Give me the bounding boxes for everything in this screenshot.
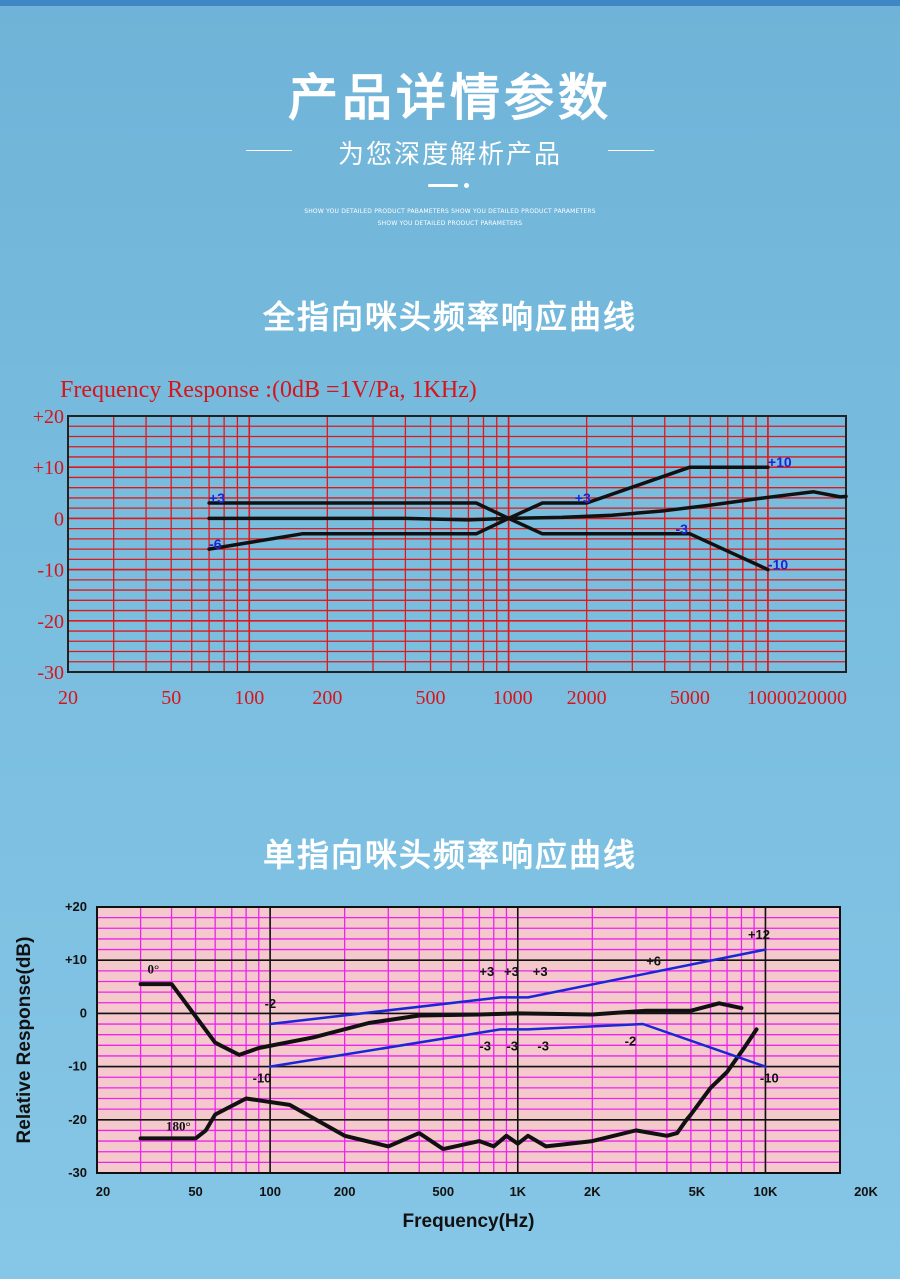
omni-x-tick-label: 500	[416, 687, 446, 709]
uni-x-tick-label: 2K	[584, 1184, 601, 1199]
omni-y-tick-label: -30	[37, 662, 64, 684]
omni-plot-border	[67, 415, 847, 673]
omni-title: Frequency Response :(0dB =1V/Pa, 1KHz)	[60, 377, 477, 403]
uni-y-axis-label: Relative Response(dB)	[14, 937, 35, 1144]
uni-y-tick-label: -20	[68, 1112, 87, 1127]
uni-frequency-chart: +20 +10 0 -10 -20 -30 20 50 100 200 500 1K 2K 5K 10K 20…	[14, 899, 879, 1232]
fine-caption-1: SHOW YOU DETAILED PRODUCT PABAMETERS SHO…	[304, 208, 596, 215]
uni-annotation: -3	[479, 1039, 491, 1054]
omni-annotation: -10	[768, 557, 788, 573]
uni-plot-area	[97, 907, 840, 1173]
uni-annotation: -10	[253, 1071, 272, 1086]
omni-x-tick-label: 50	[161, 687, 181, 709]
omni-x-tick-label: 2000	[567, 687, 607, 709]
omni-lower-limit-line-2	[207, 516, 770, 572]
uni-y-tick-label: -30	[68, 1165, 87, 1180]
uni-y-tick-label: +10	[65, 952, 87, 967]
uni-lower-limit-line-3	[268, 1022, 767, 1068]
uni-annotation: -3	[506, 1039, 518, 1054]
omni-y-tick-label: -10	[37, 560, 64, 582]
uni-annotation: 0°	[148, 962, 160, 977]
omni-x-tick-label: 20	[58, 687, 78, 709]
uni-x-tick-label: 5K	[689, 1184, 706, 1199]
omni-annotation: -6	[209, 536, 222, 552]
omni-annotation: +3	[209, 490, 225, 506]
uni-x-tick-label: 20K	[854, 1184, 878, 1199]
omni-x-tick-label: 200	[312, 687, 342, 709]
uni-annotation: +12	[748, 927, 770, 942]
uni-annotation: +3	[504, 964, 519, 979]
uni-response-line-1	[138, 1027, 759, 1152]
uni-x-tick-label: 50	[188, 1184, 202, 1199]
uni-x-tick-label: 10K	[754, 1184, 778, 1199]
title-underline-dot	[464, 183, 469, 188]
uni-section-title: 单指向咪头频率响应曲线	[262, 836, 637, 874]
uni-annotation: +6	[646, 954, 661, 969]
uni-x-tick-label: 100	[259, 1184, 281, 1199]
uni-upper-limit-line-2	[268, 948, 767, 1026]
subtitle-right-rule	[608, 150, 654, 151]
omni-annotation: +10	[768, 454, 792, 470]
omni-section-title: 全指向咪头频率响应曲线	[262, 298, 637, 336]
top-accent-bar	[0, 0, 900, 6]
title-underline-dash	[428, 184, 458, 187]
omni-y-tick-label: -20	[37, 611, 64, 633]
omni-x-tick-label: 5000	[670, 687, 710, 709]
subtitle-left-rule	[246, 150, 292, 151]
uni-annotation: +3	[479, 964, 494, 979]
fine-caption-2: SHOW YOU DETAILED PRODUCT PARAMETERS	[377, 220, 523, 227]
uni-annotation: 180°	[166, 1118, 191, 1133]
subtitle-row: 为您深度解析产品	[0, 130, 900, 170]
uni-y-tick-label: +20	[65, 899, 87, 914]
omni-y-tick-label: +10	[33, 457, 64, 479]
omni-y-tick-label: 0	[54, 508, 64, 530]
page-title: 产品详情参数	[288, 69, 612, 127]
omni-annotation: +3	[575, 490, 591, 506]
uni-x-tick-label: 1K	[509, 1184, 526, 1199]
uni-x-axis-label: Frequency(Hz)	[403, 1211, 535, 1232]
omni-x-tick-label: 100	[234, 687, 264, 709]
omni-y-tick-label: +20	[33, 406, 64, 428]
omni-x-tick-label: 10000	[747, 687, 797, 709]
omni-x-tick-label: 1000	[493, 687, 533, 709]
uni-annotation: -2	[625, 1033, 637, 1048]
omni-annotation: -3	[675, 521, 688, 537]
omni-response-line-0	[207, 490, 848, 522]
uni-y-tick-label: 0	[80, 1005, 87, 1020]
omni-x-tick-label: 20000	[797, 687, 847, 709]
page-subtitle: 为您深度解析产品	[337, 140, 562, 170]
uni-plot-border	[96, 906, 841, 1174]
uni-y-tick-label: -10	[68, 1059, 87, 1074]
uni-annotation: -2	[265, 996, 277, 1011]
uni-x-tick-label: 20	[96, 1184, 110, 1199]
omni-upper-limit-line-1	[207, 465, 770, 521]
uni-annotation: +3	[533, 964, 548, 979]
uni-x-tick-label: 500	[432, 1184, 454, 1199]
uni-annotation: -3	[537, 1039, 549, 1054]
uni-x-tick-label: 200	[334, 1184, 356, 1199]
uni-response-line-0	[138, 982, 744, 1057]
omni-plot-area	[68, 416, 846, 672]
uni-annotation: -10	[760, 1071, 779, 1086]
omni-frequency-chart: +20 +10 0 -10 -20 -30 20 50 100 200 500 1000 2000 500…	[33, 377, 848, 709]
